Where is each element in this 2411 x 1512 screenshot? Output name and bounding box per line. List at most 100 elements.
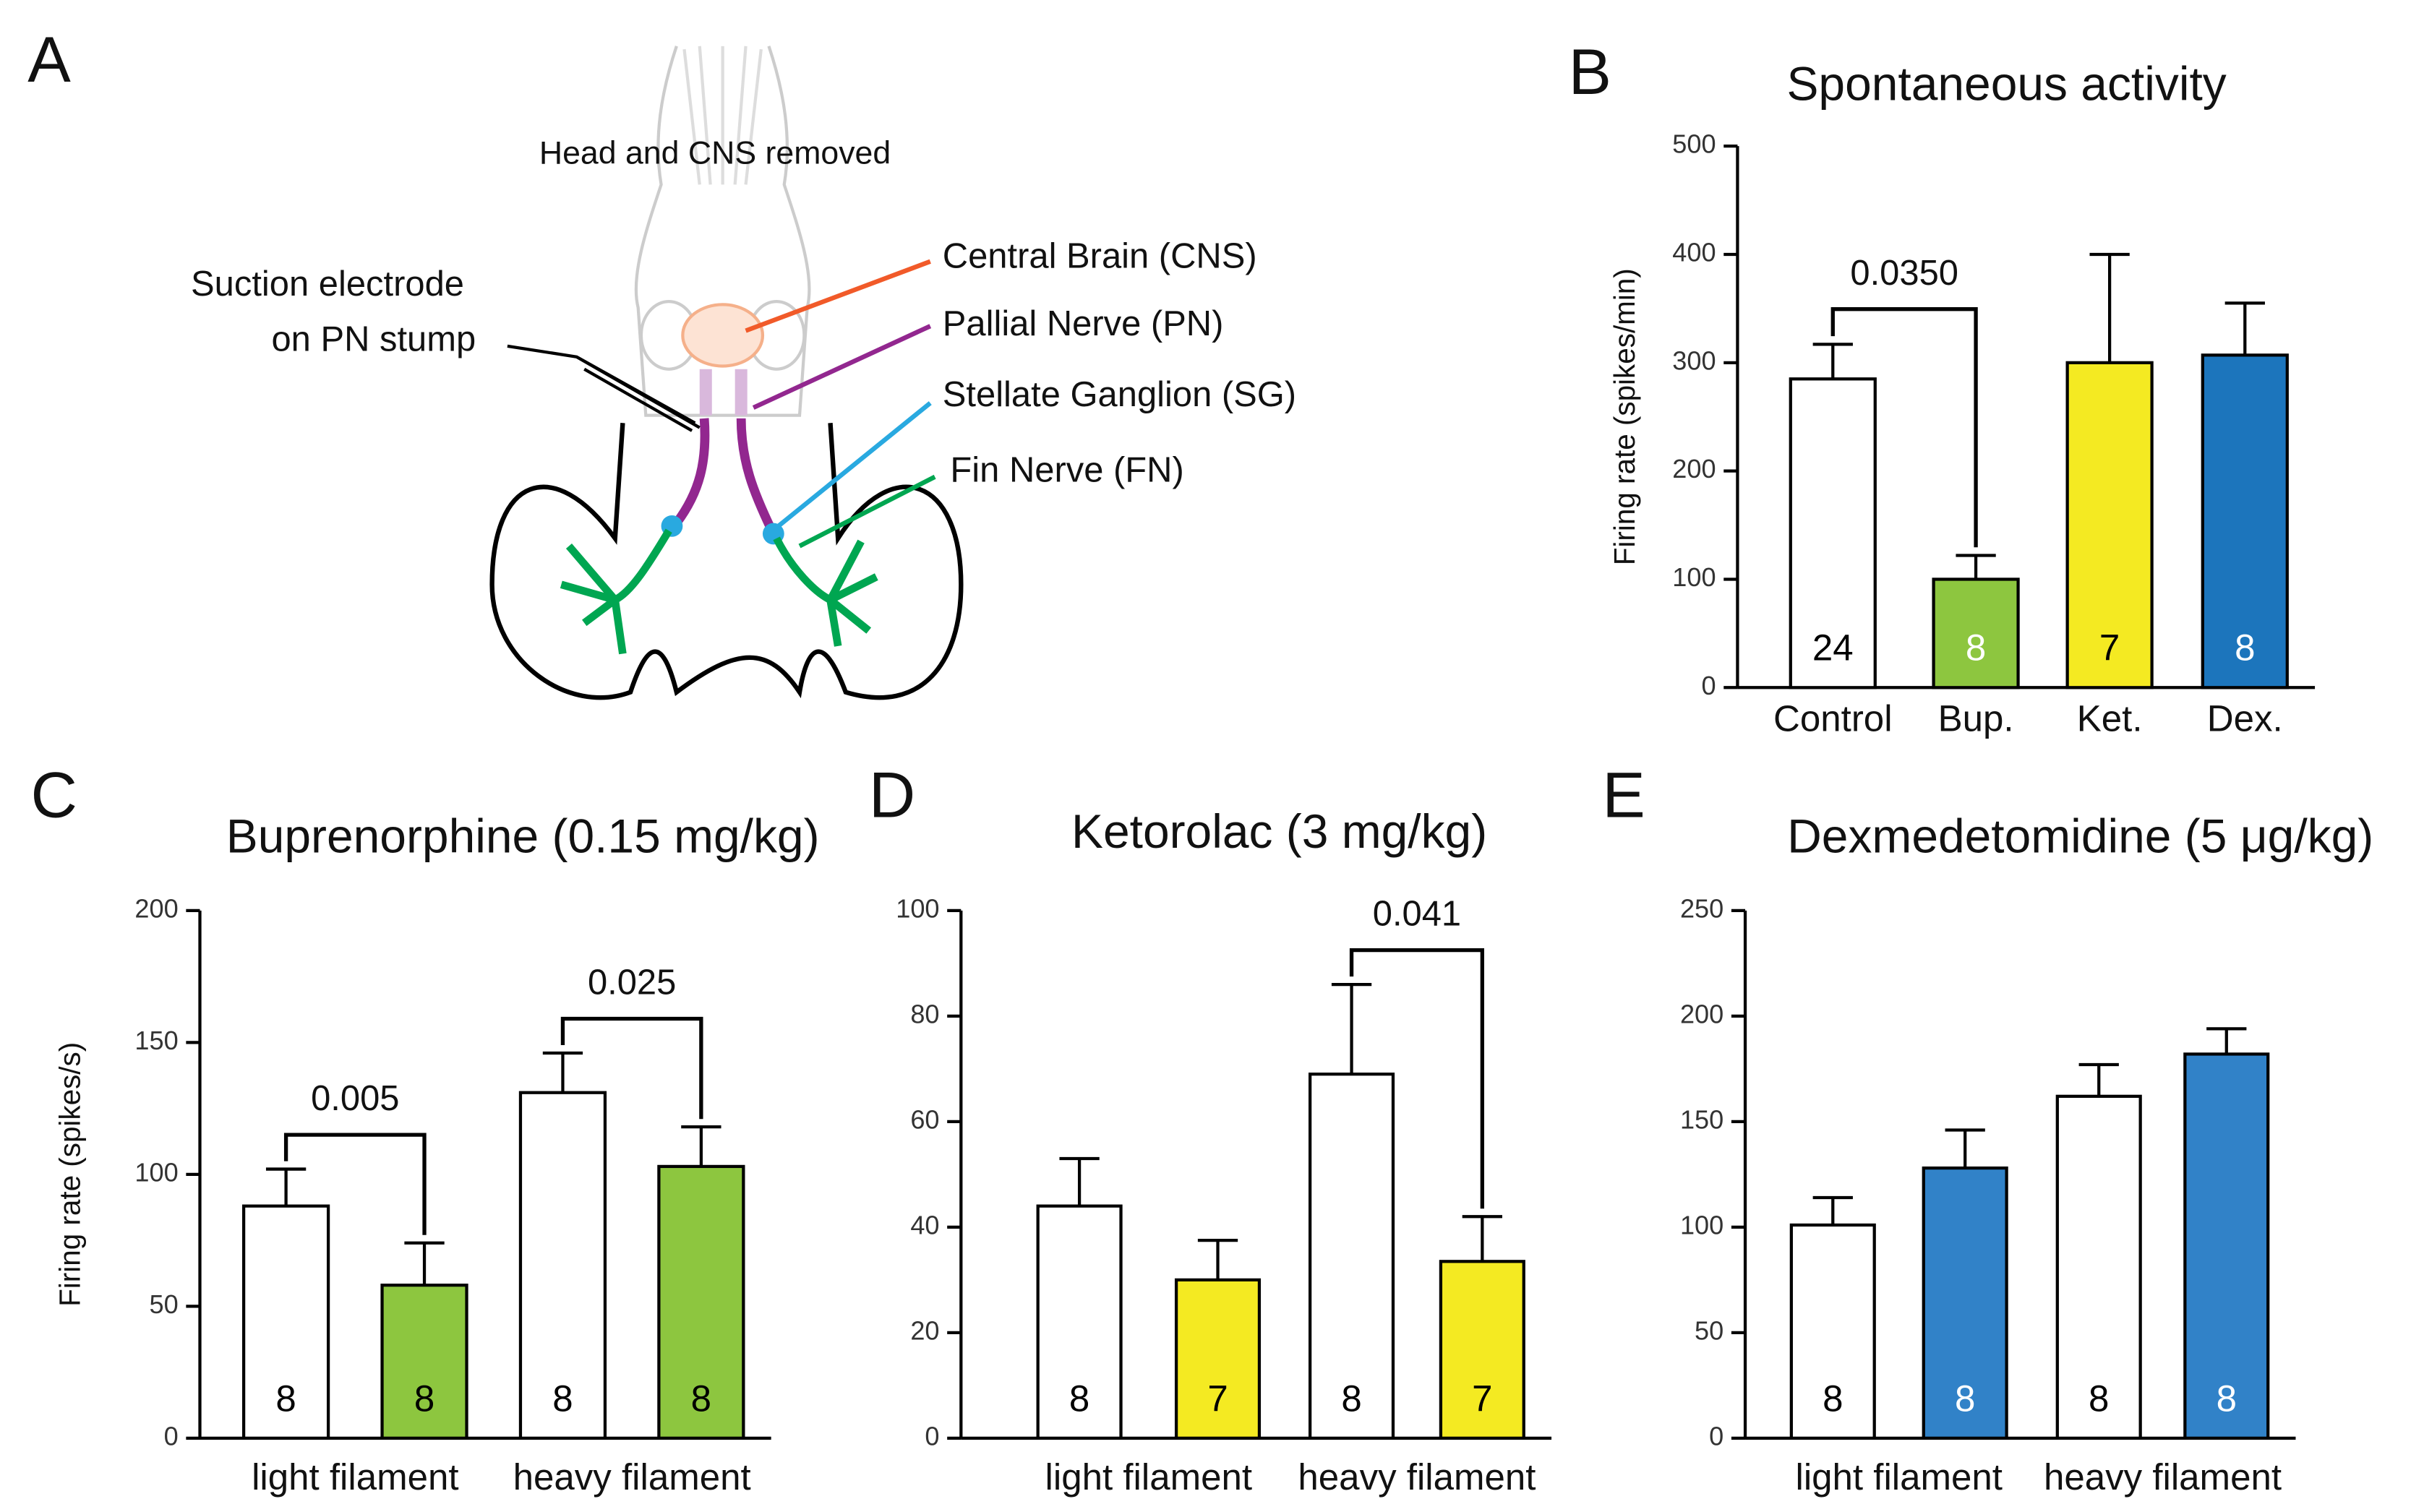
significance-bracket: [1830, 307, 1978, 548]
error-bar: [265, 1167, 307, 1206]
count-label: 8: [552, 1378, 573, 1419]
count-label: 8: [414, 1378, 434, 1419]
bar: [380, 1284, 468, 1440]
x-tick-label: Control: [1773, 698, 1893, 739]
bar: [518, 1091, 607, 1440]
error-bar: [681, 1125, 721, 1167]
electrode: [507, 344, 701, 432]
y-tick-label: 0: [1702, 671, 1716, 700]
bar: [657, 1164, 745, 1440]
bar: [1036, 1204, 1123, 1440]
panel-a: A Head and CNS removed Suction electrode…: [27, 23, 1296, 700]
pointer: [798, 474, 936, 549]
count-label: 8: [1955, 1378, 1975, 1419]
panel-letter: E: [1602, 758, 1645, 830]
y-tick-label: 50: [1695, 1315, 1723, 1345]
p-value: 0.041: [1373, 895, 1461, 934]
y-tick-label: 200: [134, 893, 178, 923]
pointer: [745, 259, 931, 333]
error-bar: [1812, 343, 1853, 379]
y-tick-label: 40: [910, 1210, 939, 1240]
error-bar: [2078, 1062, 2119, 1096]
count-label: 8: [275, 1378, 296, 1419]
y-tick-label: 0: [925, 1421, 939, 1451]
fin-nerve: [560, 528, 878, 655]
y-tick-label: 200: [1680, 999, 1723, 1028]
group-label: heavy filament: [2044, 1456, 2282, 1498]
squid-outline: [634, 46, 811, 417]
error-bar: [1812, 1195, 1853, 1225]
significance-bracket: [1349, 948, 1485, 1209]
panel-letter: A: [27, 23, 71, 95]
pn-stump: [735, 369, 748, 416]
error-bar: [1059, 1156, 1100, 1206]
count-label: 8: [1341, 1378, 1361, 1419]
head-note: Head and CNS removed: [539, 136, 891, 171]
error-bar: [2089, 252, 2130, 363]
count-label: 8: [1966, 627, 1986, 669]
y-tick-label: 250: [1680, 893, 1723, 923]
count-label: 7: [1207, 1378, 1228, 1419]
x-tick-label: Dex.: [2207, 698, 2283, 739]
panel-letter: B: [1568, 35, 1611, 108]
bar: [1174, 1278, 1262, 1440]
mantle: [489, 423, 964, 700]
error-bar: [1945, 1128, 1985, 1169]
pointer: [752, 324, 932, 410]
p-value: 0.025: [588, 963, 676, 1002]
bar: [2055, 1094, 2142, 1440]
y-tick-label: 0: [164, 1421, 179, 1451]
p-value: 0.005: [311, 1079, 399, 1118]
error-bar: [404, 1241, 445, 1286]
error-bar: [2206, 1027, 2247, 1054]
p-value: 0.0350: [1850, 254, 1958, 293]
count-label: 7: [1472, 1378, 1492, 1419]
y-tick-label: 200: [1672, 454, 1716, 484]
y-tick-label: 500: [1672, 129, 1716, 159]
significance-bracket: [560, 1016, 703, 1120]
y-tick-label: 150: [1680, 1104, 1723, 1134]
y-tick-label: 100: [1672, 562, 1716, 592]
x-tick-label: Bup.: [1938, 698, 2014, 739]
error-bar: [2224, 301, 2265, 356]
y-tick-label: 50: [150, 1289, 179, 1319]
panel-letter: C: [31, 758, 78, 830]
y-tick-label: 100: [896, 893, 939, 923]
bar: [1789, 1223, 1876, 1440]
y-tick-label: 300: [1672, 345, 1716, 375]
chart-title: Spontaneous activity: [1786, 57, 2226, 111]
bar: [1922, 1166, 2008, 1440]
count-label: 8: [1823, 1378, 1843, 1419]
count-label: 8: [2235, 627, 2255, 669]
chart-title: Ketorolac (3 mg/kg): [1071, 804, 1487, 858]
y-tick-label: 400: [1672, 238, 1716, 267]
significance-bracket: [283, 1133, 427, 1235]
y-tick-label: 20: [910, 1315, 939, 1345]
error-bar: [1331, 982, 1372, 1075]
group-label: light filament: [1045, 1456, 1252, 1498]
x-tick-label: Ket.: [2077, 698, 2143, 739]
count-label: 8: [691, 1378, 711, 1419]
structure-label: Fin Nerve (FN): [950, 450, 1183, 489]
y-tick-label: 100: [134, 1157, 178, 1187]
y-tick-label: 60: [910, 1104, 939, 1134]
y-tick-label: 80: [910, 999, 939, 1028]
structure-label: Pallial Nerve (PN): [943, 304, 1224, 343]
count-label: 8: [2089, 1378, 2109, 1419]
arms: [682, 46, 763, 185]
electrode-label: on PN stump: [271, 319, 476, 358]
brain: [681, 303, 765, 368]
bar: [1439, 1260, 1525, 1440]
error-bar: [1956, 554, 1996, 580]
structure-label: Central Brain (CNS): [943, 236, 1257, 275]
structure-label: Stellate Ganglion (SG): [943, 375, 1296, 414]
y-axis-label: Firing rate (spikes/min): [1608, 268, 1641, 565]
pallial-nerve: [672, 418, 776, 533]
chart-title: Dexmedetomidine (5 μg/kg): [1787, 809, 2373, 862]
y-axis-label: Firing rate (spikes/s): [53, 1042, 87, 1307]
group-label: heavy filament: [1298, 1456, 1536, 1498]
count-label: 7: [2099, 627, 2120, 669]
error-bar: [1197, 1238, 1238, 1280]
